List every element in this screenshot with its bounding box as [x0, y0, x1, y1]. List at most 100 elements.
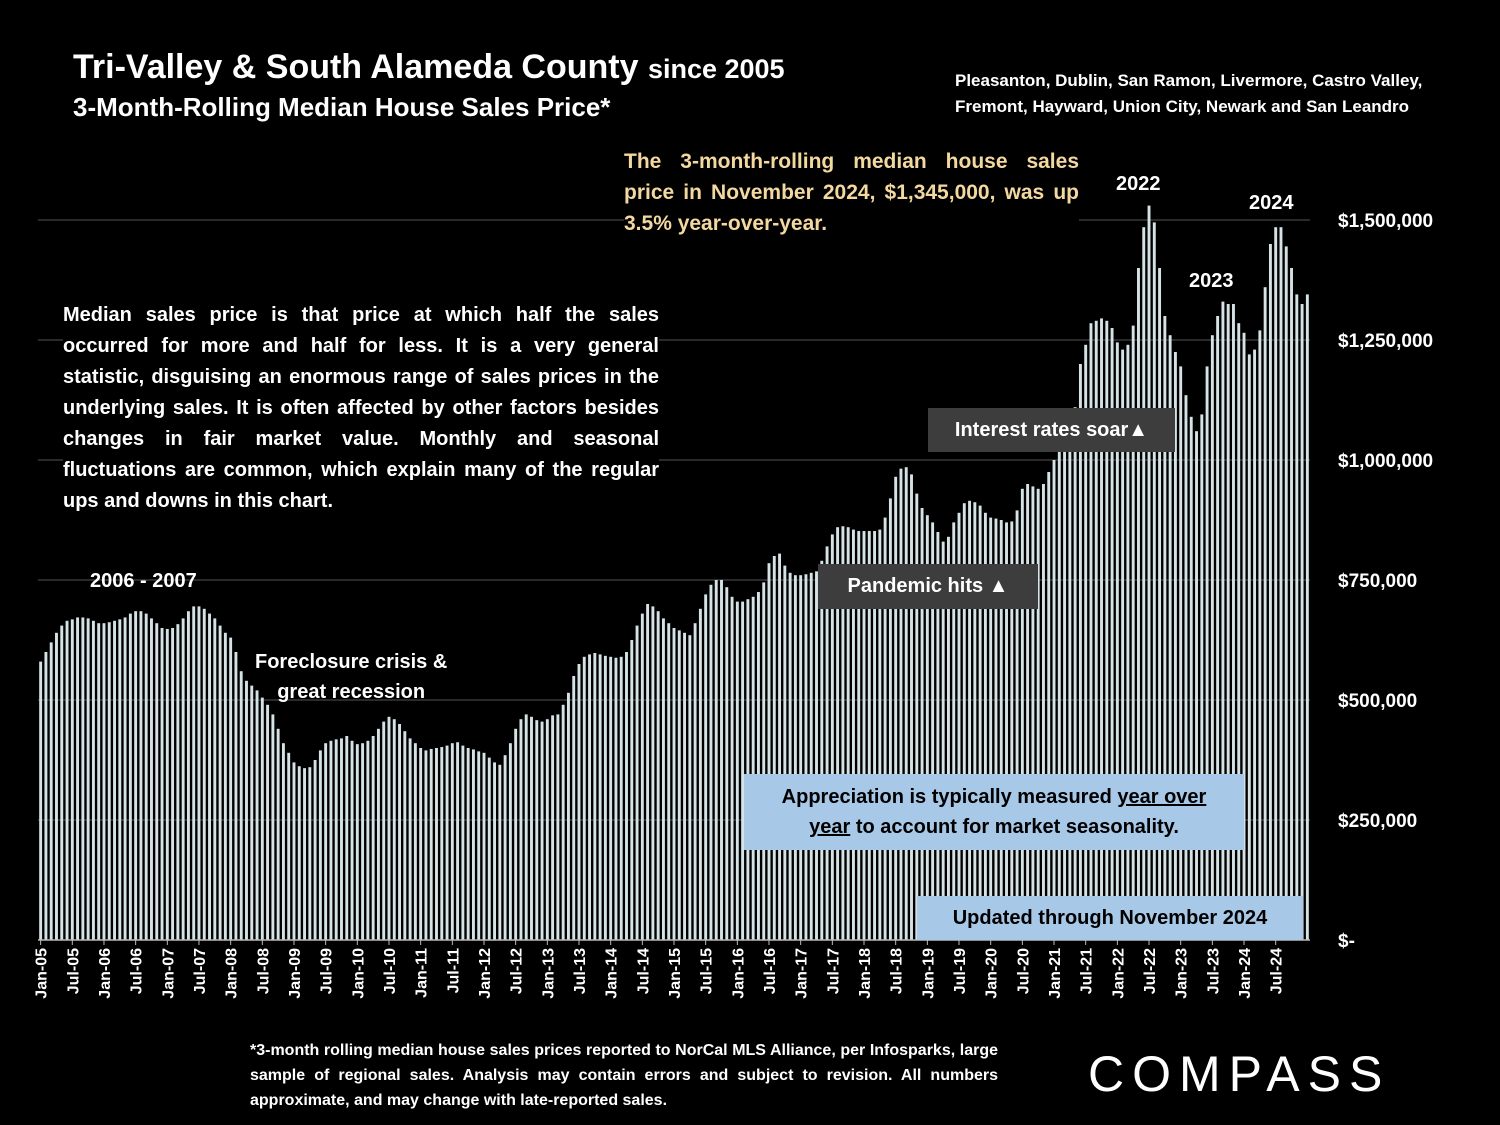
x-tick-label: Jul-18	[889, 948, 906, 994]
bar	[1068, 421, 1072, 941]
bar	[1100, 318, 1103, 940]
bar	[609, 656, 613, 940]
x-tick-label: Jul-09	[319, 948, 336, 994]
x-tick-label: Jul-11	[445, 948, 462, 993]
x-tick-label: Jan-13	[540, 948, 557, 999]
bar	[952, 522, 956, 940]
bar	[144, 613, 148, 940]
bar	[181, 618, 185, 940]
bar	[957, 512, 961, 940]
y-tick-label: $250,000	[1338, 811, 1417, 832]
bar	[1020, 488, 1024, 940]
bar	[830, 534, 834, 940]
bar	[250, 685, 254, 940]
bar	[482, 752, 486, 940]
bar	[324, 743, 328, 940]
appreciation-text-2: to account for market seasonality.	[850, 816, 1179, 838]
x-tick-label: Jul-10	[382, 948, 399, 994]
bar	[1200, 414, 1204, 940]
cities-list: Pleasanton, Dublin, San Ramon, Livermore…	[955, 68, 1475, 120]
x-tick-label: Jul-24	[1269, 948, 1286, 994]
bar	[508, 743, 512, 940]
x-tick-label: Jan-10	[350, 948, 367, 999]
bar	[661, 618, 665, 940]
appreciation-underline-2: year	[809, 816, 851, 838]
chart-subtitle: 3-Month-Rolling Median House Sales Price…	[73, 92, 611, 122]
bar	[978, 505, 982, 940]
bar	[873, 531, 877, 940]
bar	[598, 654, 602, 940]
bar	[1163, 316, 1167, 940]
bar	[899, 468, 903, 940]
bar	[1295, 294, 1299, 940]
bar	[698, 608, 702, 940]
y-tick-label: $500,000	[1338, 691, 1417, 712]
bar	[667, 623, 671, 940]
bar	[646, 604, 650, 940]
bar	[1158, 268, 1162, 940]
bar	[556, 714, 560, 940]
bar	[941, 541, 945, 940]
bar	[894, 476, 898, 940]
bar	[477, 751, 481, 940]
x-tick-label: Jul-15	[699, 948, 716, 994]
bar	[345, 736, 349, 940]
bar	[540, 721, 544, 940]
x-tick-label: Jan-22	[1110, 948, 1127, 999]
bar	[1189, 416, 1193, 940]
bar	[176, 624, 180, 940]
bar	[1084, 344, 1088, 940]
bar	[424, 750, 428, 940]
label-2023: 2023	[1189, 270, 1234, 292]
bar	[1290, 268, 1293, 940]
bar	[989, 517, 993, 940]
bar	[1015, 510, 1019, 940]
bar	[656, 611, 660, 940]
label-2024: 2024	[1249, 192, 1294, 214]
bar	[1057, 450, 1061, 940]
bar	[450, 743, 454, 940]
bar	[1131, 325, 1135, 941]
bar	[403, 731, 407, 940]
bar	[487, 757, 491, 940]
bar	[234, 652, 238, 940]
x-tick-label: Jul-13	[572, 948, 589, 994]
bar	[255, 690, 259, 940]
bar	[1305, 294, 1309, 940]
bar	[915, 493, 919, 940]
bar	[440, 747, 444, 940]
bar	[229, 637, 233, 940]
bar	[123, 617, 127, 940]
x-tick-label: Jan-18	[857, 948, 874, 999]
bar	[260, 697, 264, 940]
bar	[1142, 227, 1146, 940]
bar	[704, 594, 708, 940]
bar	[1221, 301, 1225, 941]
bar	[171, 628, 175, 940]
bar	[588, 654, 592, 940]
bar	[815, 571, 818, 940]
bar	[65, 620, 69, 940]
bar	[1073, 407, 1077, 940]
x-tick-label: Jul-07	[192, 948, 209, 994]
bar	[1205, 366, 1209, 940]
bar	[746, 599, 750, 940]
bar	[1168, 335, 1172, 940]
bar	[202, 608, 206, 940]
bar	[55, 632, 58, 940]
label-foreclosure: Foreclosure crisis & great recession	[255, 647, 447, 707]
appreciation-underline-1: year over	[1117, 786, 1207, 808]
bar	[910, 474, 913, 940]
bar	[582, 656, 586, 940]
appreciation-box: Appreciation is typically measured year …	[744, 774, 1244, 850]
bar	[361, 743, 365, 940]
bar	[688, 635, 692, 940]
bar	[1010, 521, 1014, 940]
bar	[767, 563, 771, 940]
bar	[456, 742, 460, 940]
bar	[709, 584, 713, 940]
bar	[1226, 304, 1230, 940]
appreciation-text-1: Appreciation is typically measured	[781, 786, 1118, 808]
bar	[725, 587, 729, 940]
bar	[213, 618, 217, 940]
